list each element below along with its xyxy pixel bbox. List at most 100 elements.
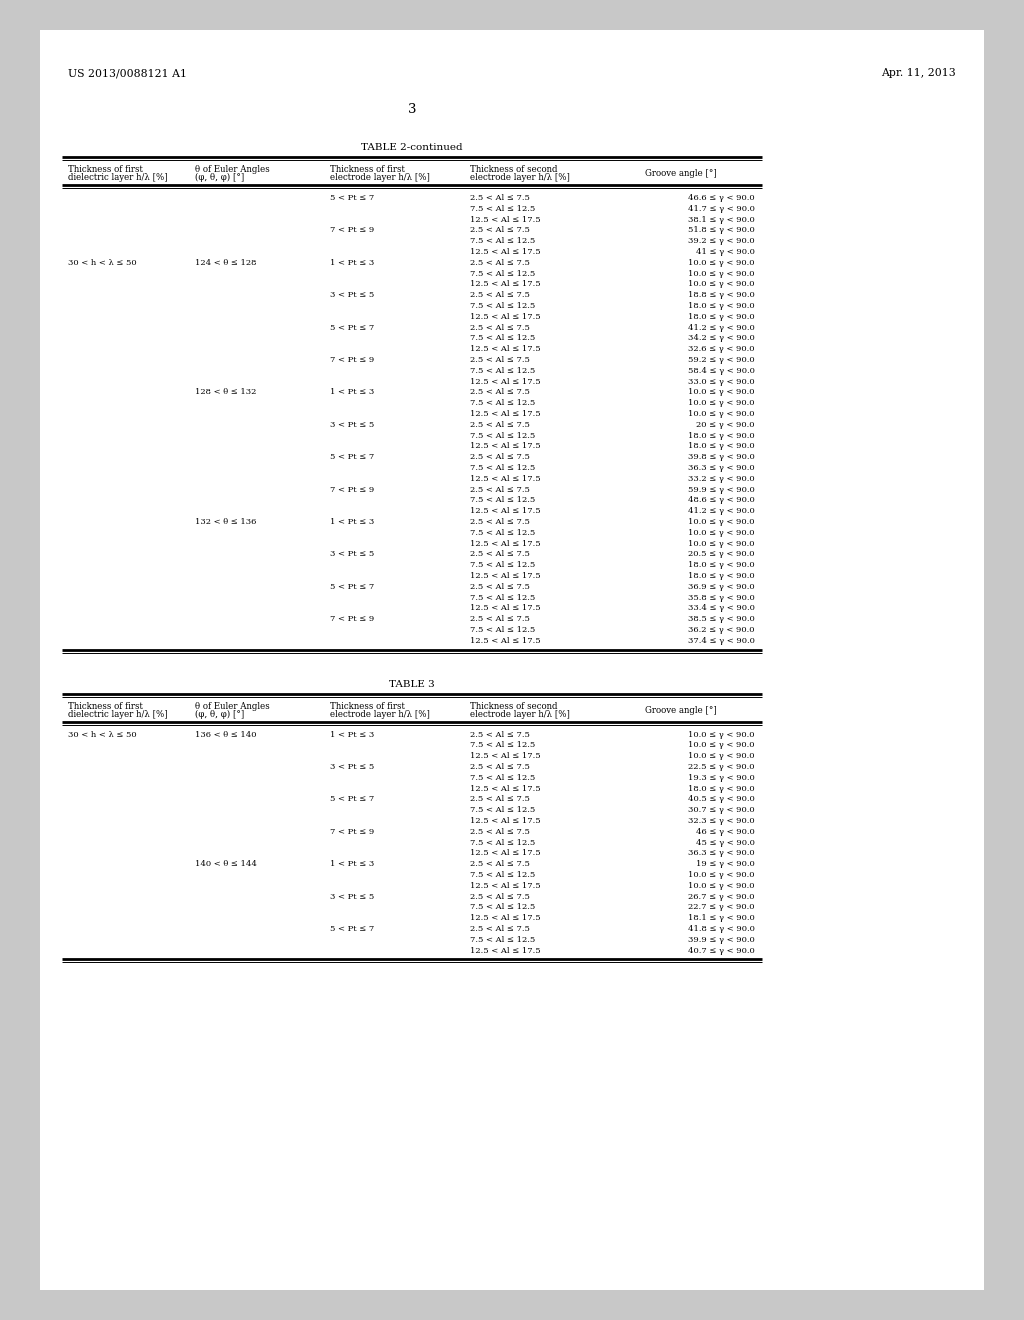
Text: 7 < Pt ≤ 9: 7 < Pt ≤ 9 xyxy=(330,227,374,235)
Text: 41.7 ≤ γ < 90.0: 41.7 ≤ γ < 90.0 xyxy=(688,205,755,213)
Text: 30 < h < λ ≤ 50: 30 < h < λ ≤ 50 xyxy=(68,259,136,267)
Text: 7.5 < Al ≤ 12.5: 7.5 < Al ≤ 12.5 xyxy=(470,594,536,602)
Text: 22.5 ≤ γ < 90.0: 22.5 ≤ γ < 90.0 xyxy=(688,763,755,771)
Text: 33.2 ≤ γ < 90.0: 33.2 ≤ γ < 90.0 xyxy=(688,475,755,483)
Text: 18.1 ≤ γ < 90.0: 18.1 ≤ γ < 90.0 xyxy=(688,915,755,923)
Text: 41.8 ≤ γ < 90.0: 41.8 ≤ γ < 90.0 xyxy=(688,925,755,933)
Text: 45 ≤ γ < 90.0: 45 ≤ γ < 90.0 xyxy=(696,838,755,846)
Text: 2.5 < Al ≤ 7.5: 2.5 < Al ≤ 7.5 xyxy=(470,796,529,804)
Text: 34.2 ≤ γ < 90.0: 34.2 ≤ γ < 90.0 xyxy=(688,334,755,342)
Text: 7.5 < Al ≤ 12.5: 7.5 < Al ≤ 12.5 xyxy=(470,238,536,246)
Text: 5 < Pt ≤ 7: 5 < Pt ≤ 7 xyxy=(330,194,374,202)
Text: 10.0 ≤ γ < 90.0: 10.0 ≤ γ < 90.0 xyxy=(688,882,755,890)
Text: 7.5 < Al ≤ 12.5: 7.5 < Al ≤ 12.5 xyxy=(470,399,536,407)
Text: 35.8 ≤ γ < 90.0: 35.8 ≤ γ < 90.0 xyxy=(688,594,755,602)
Text: 2.5 < Al ≤ 7.5: 2.5 < Al ≤ 7.5 xyxy=(470,356,529,364)
Text: 36.3 ≤ γ < 90.0: 36.3 ≤ γ < 90.0 xyxy=(688,849,755,858)
Text: 7.5 < Al ≤ 12.5: 7.5 < Al ≤ 12.5 xyxy=(470,496,536,504)
Text: electrode layer h/λ [%]: electrode layer h/λ [%] xyxy=(470,173,570,182)
Text: 1 < Pt ≤ 3: 1 < Pt ≤ 3 xyxy=(330,730,374,739)
Text: 10.0 ≤ γ < 90.0: 10.0 ≤ γ < 90.0 xyxy=(688,259,755,267)
Text: electrode layer h/λ [%]: electrode layer h/λ [%] xyxy=(330,710,430,718)
Text: 10.0 ≤ γ < 90.0: 10.0 ≤ γ < 90.0 xyxy=(688,280,755,288)
Text: 12.5 < Al ≤ 17.5: 12.5 < Al ≤ 17.5 xyxy=(470,313,541,321)
Text: 12.5 < Al ≤ 17.5: 12.5 < Al ≤ 17.5 xyxy=(470,784,541,792)
Text: 2.5 < Al ≤ 7.5: 2.5 < Al ≤ 7.5 xyxy=(470,925,529,933)
Text: 2.5 < Al ≤ 7.5: 2.5 < Al ≤ 7.5 xyxy=(470,517,529,525)
Text: 132 < θ ≤ 136: 132 < θ ≤ 136 xyxy=(195,517,256,525)
Text: 1 < Pt ≤ 3: 1 < Pt ≤ 3 xyxy=(330,388,374,396)
Text: 7.5 < Al ≤ 12.5: 7.5 < Al ≤ 12.5 xyxy=(470,432,536,440)
Text: 10.0 ≤ γ < 90.0: 10.0 ≤ γ < 90.0 xyxy=(688,540,755,548)
Text: 2.5 < Al ≤ 7.5: 2.5 < Al ≤ 7.5 xyxy=(470,550,529,558)
Text: 2.5 < Al ≤ 7.5: 2.5 < Al ≤ 7.5 xyxy=(470,388,529,396)
Text: 1 < Pt ≤ 3: 1 < Pt ≤ 3 xyxy=(330,517,374,525)
Text: 59.9 ≤ γ < 90.0: 59.9 ≤ γ < 90.0 xyxy=(688,486,755,494)
Text: 30 < h < λ ≤ 50: 30 < h < λ ≤ 50 xyxy=(68,730,136,739)
Text: 12.5 < Al ≤ 17.5: 12.5 < Al ≤ 17.5 xyxy=(470,849,541,858)
Text: 10.0 ≤ γ < 90.0: 10.0 ≤ γ < 90.0 xyxy=(688,411,755,418)
Text: 7.5 < Al ≤ 12.5: 7.5 < Al ≤ 12.5 xyxy=(470,269,536,277)
Text: Thickness of first: Thickness of first xyxy=(68,702,143,710)
Text: 3 < Pt ≤ 5: 3 < Pt ≤ 5 xyxy=(330,550,374,558)
Text: 2.5 < Al ≤ 7.5: 2.5 < Al ≤ 7.5 xyxy=(470,323,529,331)
Text: 136 < θ ≤ 140: 136 < θ ≤ 140 xyxy=(195,730,256,739)
Text: 12.5 < Al ≤ 17.5: 12.5 < Al ≤ 17.5 xyxy=(470,215,541,223)
Text: 7 < Pt ≤ 9: 7 < Pt ≤ 9 xyxy=(330,615,374,623)
Text: 7.5 < Al ≤ 12.5: 7.5 < Al ≤ 12.5 xyxy=(470,742,536,750)
Text: electrode layer h/λ [%]: electrode layer h/λ [%] xyxy=(470,710,570,718)
Text: Apr. 11, 2013: Apr. 11, 2013 xyxy=(882,69,956,78)
Text: 46.6 ≤ γ < 90.0: 46.6 ≤ γ < 90.0 xyxy=(688,194,755,202)
Text: 39.8 ≤ γ < 90.0: 39.8 ≤ γ < 90.0 xyxy=(688,453,755,461)
Text: 140 < θ ≤ 144: 140 < θ ≤ 144 xyxy=(195,861,257,869)
Text: 33.4 ≤ γ < 90.0: 33.4 ≤ γ < 90.0 xyxy=(688,605,755,612)
Text: 40.7 ≤ γ < 90.0: 40.7 ≤ γ < 90.0 xyxy=(688,946,755,954)
Text: 18.0 ≤ γ < 90.0: 18.0 ≤ γ < 90.0 xyxy=(688,572,755,579)
Text: 2.5 < Al ≤ 7.5: 2.5 < Al ≤ 7.5 xyxy=(470,486,529,494)
Text: 36.2 ≤ γ < 90.0: 36.2 ≤ γ < 90.0 xyxy=(688,626,755,634)
Text: TABLE 3: TABLE 3 xyxy=(389,680,435,689)
Text: Thickness of first: Thickness of first xyxy=(68,165,143,174)
Text: 12.5 < Al ≤ 17.5: 12.5 < Al ≤ 17.5 xyxy=(470,915,541,923)
Text: 7 < Pt ≤ 9: 7 < Pt ≤ 9 xyxy=(330,486,374,494)
Text: 59.2 ≤ γ < 90.0: 59.2 ≤ γ < 90.0 xyxy=(688,356,755,364)
Text: 2.5 < Al ≤ 7.5: 2.5 < Al ≤ 7.5 xyxy=(470,194,529,202)
Text: 2.5 < Al ≤ 7.5: 2.5 < Al ≤ 7.5 xyxy=(470,892,529,900)
Text: 2.5 < Al ≤ 7.5: 2.5 < Al ≤ 7.5 xyxy=(470,615,529,623)
Text: 2.5 < Al ≤ 7.5: 2.5 < Al ≤ 7.5 xyxy=(470,259,529,267)
Text: 7.5 < Al ≤ 12.5: 7.5 < Al ≤ 12.5 xyxy=(470,465,536,473)
Text: 2.5 < Al ≤ 7.5: 2.5 < Al ≤ 7.5 xyxy=(470,730,529,739)
Text: TABLE 2-continued: TABLE 2-continued xyxy=(361,143,463,152)
Text: 12.5 < Al ≤ 17.5: 12.5 < Al ≤ 17.5 xyxy=(470,378,541,385)
Text: 7.5 < Al ≤ 12.5: 7.5 < Al ≤ 12.5 xyxy=(470,871,536,879)
Text: 12.5 < Al ≤ 17.5: 12.5 < Al ≤ 17.5 xyxy=(470,442,541,450)
Text: 41.2 ≤ γ < 90.0: 41.2 ≤ γ < 90.0 xyxy=(688,507,755,515)
Text: 2.5 < Al ≤ 7.5: 2.5 < Al ≤ 7.5 xyxy=(470,227,529,235)
Text: 32.6 ≤ γ < 90.0: 32.6 ≤ γ < 90.0 xyxy=(688,346,755,354)
Text: 38.1 ≤ γ < 90.0: 38.1 ≤ γ < 90.0 xyxy=(688,215,755,223)
Text: 7.5 < Al ≤ 12.5: 7.5 < Al ≤ 12.5 xyxy=(470,529,536,537)
Text: 7.5 < Al ≤ 12.5: 7.5 < Al ≤ 12.5 xyxy=(470,205,536,213)
Text: 10.0 ≤ γ < 90.0: 10.0 ≤ γ < 90.0 xyxy=(688,517,755,525)
Text: 12.5 < Al ≤ 17.5: 12.5 < Al ≤ 17.5 xyxy=(470,636,541,644)
Text: dielectric layer h/λ [%]: dielectric layer h/λ [%] xyxy=(68,173,168,182)
Text: 5 < Pt ≤ 7: 5 < Pt ≤ 7 xyxy=(330,453,374,461)
Text: 36.3 ≤ γ < 90.0: 36.3 ≤ γ < 90.0 xyxy=(688,465,755,473)
Text: 10.0 ≤ γ < 90.0: 10.0 ≤ γ < 90.0 xyxy=(688,388,755,396)
Text: 128 < θ ≤ 132: 128 < θ ≤ 132 xyxy=(195,388,256,396)
Text: 10.0 ≤ γ < 90.0: 10.0 ≤ γ < 90.0 xyxy=(688,871,755,879)
Text: 10.0 ≤ γ < 90.0: 10.0 ≤ γ < 90.0 xyxy=(688,752,755,760)
Text: 2.5 < Al ≤ 7.5: 2.5 < Al ≤ 7.5 xyxy=(470,421,529,429)
Text: 2.5 < Al ≤ 7.5: 2.5 < Al ≤ 7.5 xyxy=(470,763,529,771)
Text: 46 ≤ γ < 90.0: 46 ≤ γ < 90.0 xyxy=(696,828,755,836)
Text: 3 < Pt ≤ 5: 3 < Pt ≤ 5 xyxy=(330,892,374,900)
Text: 10.0 ≤ γ < 90.0: 10.0 ≤ γ < 90.0 xyxy=(688,742,755,750)
Text: Thickness of second: Thickness of second xyxy=(470,165,557,174)
Text: 5 < Pt ≤ 7: 5 < Pt ≤ 7 xyxy=(330,583,374,591)
Text: 32.3 ≤ γ < 90.0: 32.3 ≤ γ < 90.0 xyxy=(688,817,755,825)
Text: θ of Euler Angles: θ of Euler Angles xyxy=(195,702,269,710)
Text: electrode layer h/λ [%]: electrode layer h/λ [%] xyxy=(330,173,430,182)
Text: 124 < θ ≤ 128: 124 < θ ≤ 128 xyxy=(195,259,256,267)
Text: 18.0 ≤ γ < 90.0: 18.0 ≤ γ < 90.0 xyxy=(688,561,755,569)
Text: 7 < Pt ≤ 9: 7 < Pt ≤ 9 xyxy=(330,828,374,836)
